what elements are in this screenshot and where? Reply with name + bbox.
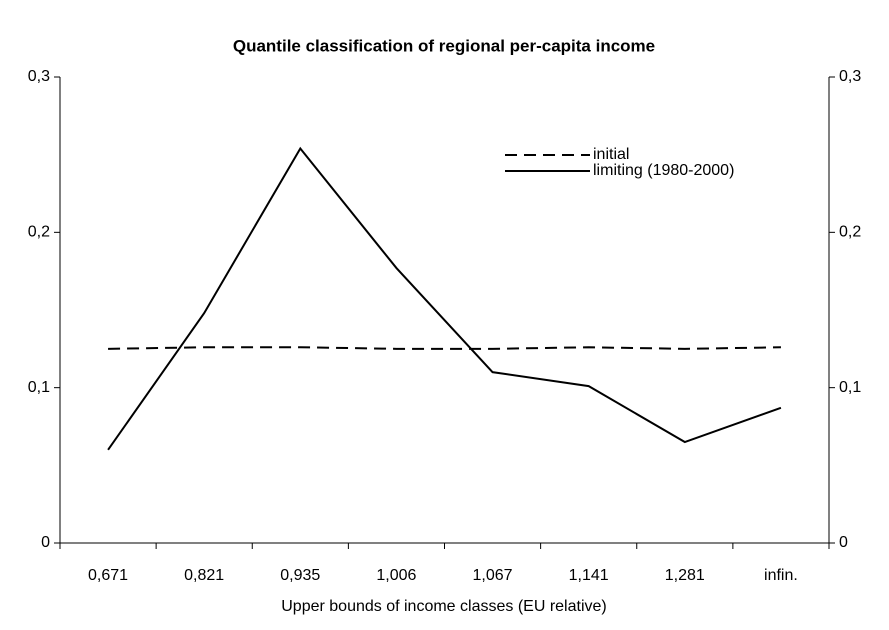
- x-tick-label: 0,821: [184, 567, 224, 584]
- legend-label: initial: [593, 146, 629, 163]
- x-tick-label: 1,281: [665, 567, 705, 584]
- y-tick-label: 0: [41, 534, 50, 551]
- x-tick-label: 0,671: [88, 567, 128, 584]
- x-tick-label: 0,935: [280, 567, 320, 584]
- y-tick-label: 0,3: [28, 68, 50, 85]
- y2-tick-label: 0,3: [839, 68, 861, 85]
- y2-tick-label: 0,1: [839, 379, 861, 396]
- y2-tick-label: 0: [839, 534, 848, 551]
- x-tick-label: infin.: [764, 567, 798, 584]
- series-line: [108, 346, 781, 350]
- y-tick-label: 0,2: [28, 224, 50, 241]
- x-axis-label: Upper bounds of income classes (EU relat…: [281, 598, 606, 615]
- series-line: [107, 146, 782, 451]
- x-tick-label: 1,006: [376, 567, 416, 584]
- legend-label: limiting (1980-2000): [593, 162, 734, 179]
- y2-tick-label: 0,2: [839, 224, 861, 241]
- x-tick-label: 1,067: [473, 567, 513, 584]
- x-tick-label: 1,141: [569, 567, 609, 584]
- y-tick-label: 0,1: [28, 379, 50, 396]
- chart-title: Quantile classification of regional per-…: [233, 36, 655, 55]
